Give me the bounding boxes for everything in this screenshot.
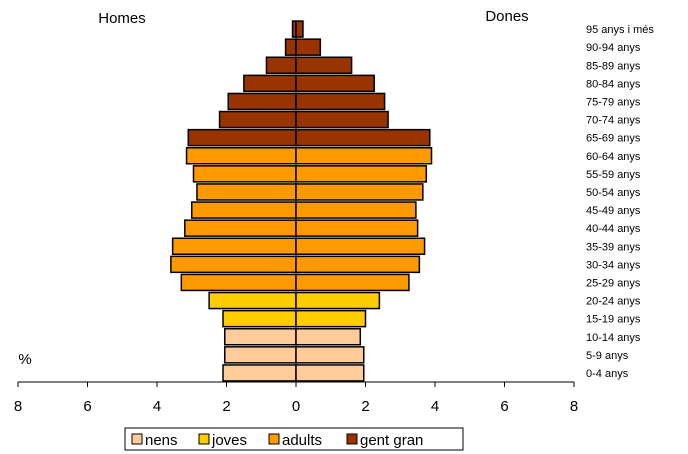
bar-homes-80-84-anys (243, 74, 297, 93)
category-label-20-24-anys: 20-24 anys (586, 296, 641, 308)
x-tick-label: 6 (500, 398, 508, 415)
x-tick-label: 2 (361, 398, 369, 415)
bar-homes-50-54-anys (196, 183, 297, 201)
legend-swatch-adults (268, 433, 280, 445)
category-label-10-14-anys: 10-14 anys (586, 332, 641, 344)
bar-homes-70-74-anys (218, 110, 297, 129)
bar-dones-25-29-anys (295, 273, 410, 292)
bar-homes-35-39-anys (171, 237, 297, 255)
category-label-85-89-anys: 85-89 anys (586, 60, 641, 72)
legend-label-adults: adults (282, 432, 322, 449)
category-label-70-74-anys: 70-74 anys (586, 115, 641, 127)
bar-dones-85-89-anys (295, 56, 353, 74)
bar-dones-0-4-anys (295, 364, 365, 382)
bar-homes-40-44-anys (184, 219, 297, 237)
bar-homes-55-59-anys (192, 165, 297, 183)
bar-dones-50-54-anys (295, 183, 424, 201)
bar-homes-10-14-anys (224, 328, 297, 346)
bar-dones-55-59-anys (295, 165, 428, 183)
category-label-75-79-anys: 75-79 anys (586, 96, 641, 108)
category-label-30-34-anys: 30-34 anys (586, 259, 641, 271)
percent-unit-label: % (18, 351, 31, 368)
legend: nens joves adults gent gran (124, 427, 464, 451)
x-tick-label: 8 (570, 398, 578, 415)
bar-dones-65-69-anys (295, 128, 431, 147)
x-tick-label: 4 (153, 398, 161, 415)
bar-homes-65-69-anys (187, 128, 297, 147)
bar-dones-95-anys-i-m-s (295, 20, 304, 38)
bar-dones-30-34-anys (295, 255, 421, 274)
x-tick-label: 0 (292, 398, 300, 415)
category-label-5-9-anys: 5-9 anys (586, 350, 629, 362)
x-tick-label: 8 (14, 398, 22, 415)
legend-swatch-gent-gran (346, 433, 358, 445)
bar-homes-20-24-anys (208, 291, 297, 310)
bar-dones-75-79-anys (295, 92, 386, 111)
category-labels: 0-4 anys 5-9 anys 10-14 anys 15-19 anys 20-2… (586, 24, 654, 380)
bar-homes-5-9-anys (224, 346, 297, 364)
category-label-80-84-anys: 80-84 anys (586, 78, 641, 90)
category-label-0-4-anys: 0-4 anys (586, 368, 629, 380)
x-tick-label: 6 (83, 398, 91, 415)
bar-dones-5-9-anys (295, 346, 365, 364)
bar-homes-90-94-anys (284, 38, 297, 56)
category-label-35-39-anys: 35-39 anys (586, 241, 641, 253)
category-label-40-44-anys: 40-44 anys (586, 223, 641, 235)
category-label-15-19-anys: 15-19 anys (586, 314, 641, 326)
x-axis-ticks: 8 6 4 2 0 2 4 6 8 (14, 382, 578, 415)
bar-homes-15-19-anys (222, 309, 297, 328)
category-label-45-49-anys: 45-49 anys (586, 205, 641, 217)
bar-dones-20-24-anys (295, 291, 381, 310)
legend-label-nens: nens (145, 432, 178, 449)
bar-dones-60-64-anys (295, 147, 433, 165)
bar-dones-80-84-anys (295, 74, 375, 93)
bar-dones-40-44-anys (295, 219, 419, 237)
category-label-65-69-anys: 65-69 anys (586, 133, 641, 145)
bar-dones-70-74-anys (295, 110, 389, 129)
bar-dones-35-39-anys (295, 237, 426, 255)
category-label-55-59-anys: 55-59 anys (586, 169, 641, 181)
bar-dones-90-94-anys (295, 38, 322, 56)
category-label-95-anys-i-m-s: 95 anys i més (586, 24, 654, 36)
bar-homes-30-34-anys (170, 255, 297, 274)
x-tick-label: 4 (431, 398, 439, 415)
legend-label-gent-gran: gent gran (360, 432, 423, 449)
category-label-50-54-anys: 50-54 anys (586, 187, 641, 199)
dones-title: Dones (485, 8, 528, 25)
bar-homes-75-79-anys (227, 92, 297, 111)
bar-homes-85-89-anys (265, 56, 297, 74)
bar-homes-45-49-anys (191, 201, 297, 219)
legend-label-joves: joves (211, 432, 247, 449)
x-tick-label: 2 (222, 398, 230, 415)
bar-homes-60-64-anys (185, 147, 297, 165)
bar-dones-45-49-anys (295, 201, 417, 219)
category-label-60-64-anys: 60-64 anys (586, 151, 641, 163)
bar-dones-10-14-anys (295, 328, 362, 346)
bar-dones-15-19-anys (295, 309, 367, 328)
bar-homes-25-29-anys (180, 273, 297, 292)
bars-group (170, 20, 433, 382)
legend-swatch-joves (198, 433, 210, 445)
category-label-90-94-anys: 90-94 anys (586, 42, 641, 54)
category-label-25-29-anys: 25-29 anys (586, 277, 641, 289)
homes-title: Homes (98, 10, 146, 27)
bar-homes-0-4-anys (222, 364, 297, 382)
legend-swatch-nens (131, 433, 143, 445)
